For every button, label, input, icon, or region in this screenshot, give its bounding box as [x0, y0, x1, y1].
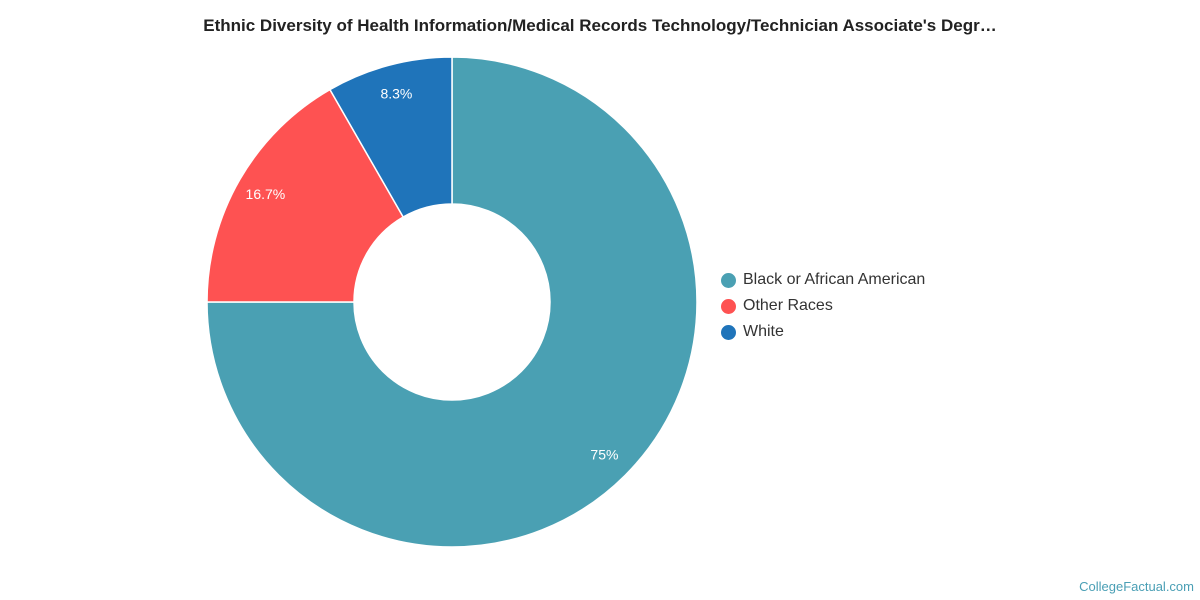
slice-black-or-african-american[interactable]: [206, 56, 698, 548]
legend-item-other-races[interactable]: Other Races: [721, 293, 925, 319]
legend-swatch: [721, 298, 736, 314]
legend-label: Black or African American: [743, 271, 926, 288]
slice-white[interactable]: [328, 56, 453, 219]
chart-legend: Black or African American Other Races Whit…: [721, 267, 925, 345]
slice-other-races[interactable]: [206, 88, 405, 303]
legend-swatch: [721, 272, 736, 288]
chart-title: Ethnic Diversity of Health Information/M…: [203, 16, 997, 35]
legend-item-black-or-african-american[interactable]: Black or African American: [721, 267, 925, 293]
credit-link[interactable]: CollegeFactual.com: [1079, 579, 1194, 594]
slice-label-other-races: 16.7%: [246, 186, 286, 202]
slice-label-black-or-african-american: 75%: [590, 446, 618, 462]
legend-label: Other Races: [743, 297, 833, 314]
legend-swatch: [721, 324, 736, 340]
legend-item-white[interactable]: White: [721, 319, 925, 345]
legend-label: White: [743, 323, 784, 340]
slice-label-white: 8.3%: [380, 86, 412, 102]
